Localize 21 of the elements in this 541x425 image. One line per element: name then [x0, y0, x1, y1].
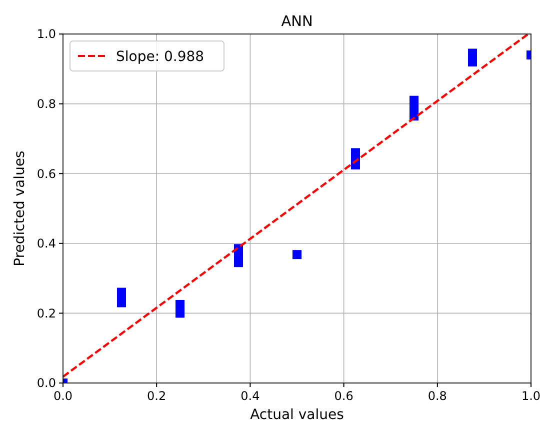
y-tick-label: 0.0	[36, 376, 56, 390]
x-tick-label: 0.4	[240, 389, 260, 403]
point	[292, 250, 302, 260]
y-tick-label: 0.6	[36, 166, 56, 181]
y-tick-label: 0.4	[36, 236, 56, 251]
point	[176, 300, 184, 309]
chart-title: ANN	[281, 14, 313, 30]
x-tick-label: 0.8	[428, 389, 447, 403]
x-tick-label: 0.0	[53, 389, 73, 403]
y-tick-label: 0.8	[36, 97, 56, 111]
x-axis-title: Actual values	[250, 407, 344, 423]
point	[176, 308, 184, 318]
y-axis-title: Predicted values	[12, 150, 28, 266]
legend-label: Slope: 0.988	[116, 48, 204, 65]
x-tick-label: 1.0	[521, 389, 541, 403]
x-tick-label: 0.6	[334, 389, 354, 403]
point	[468, 48, 477, 58]
x-tick-label: 0.2	[147, 389, 166, 403]
y-tick-label: 0.2	[36, 306, 56, 320]
y-tick-label: 1.0	[36, 27, 56, 42]
point	[468, 57, 477, 66]
